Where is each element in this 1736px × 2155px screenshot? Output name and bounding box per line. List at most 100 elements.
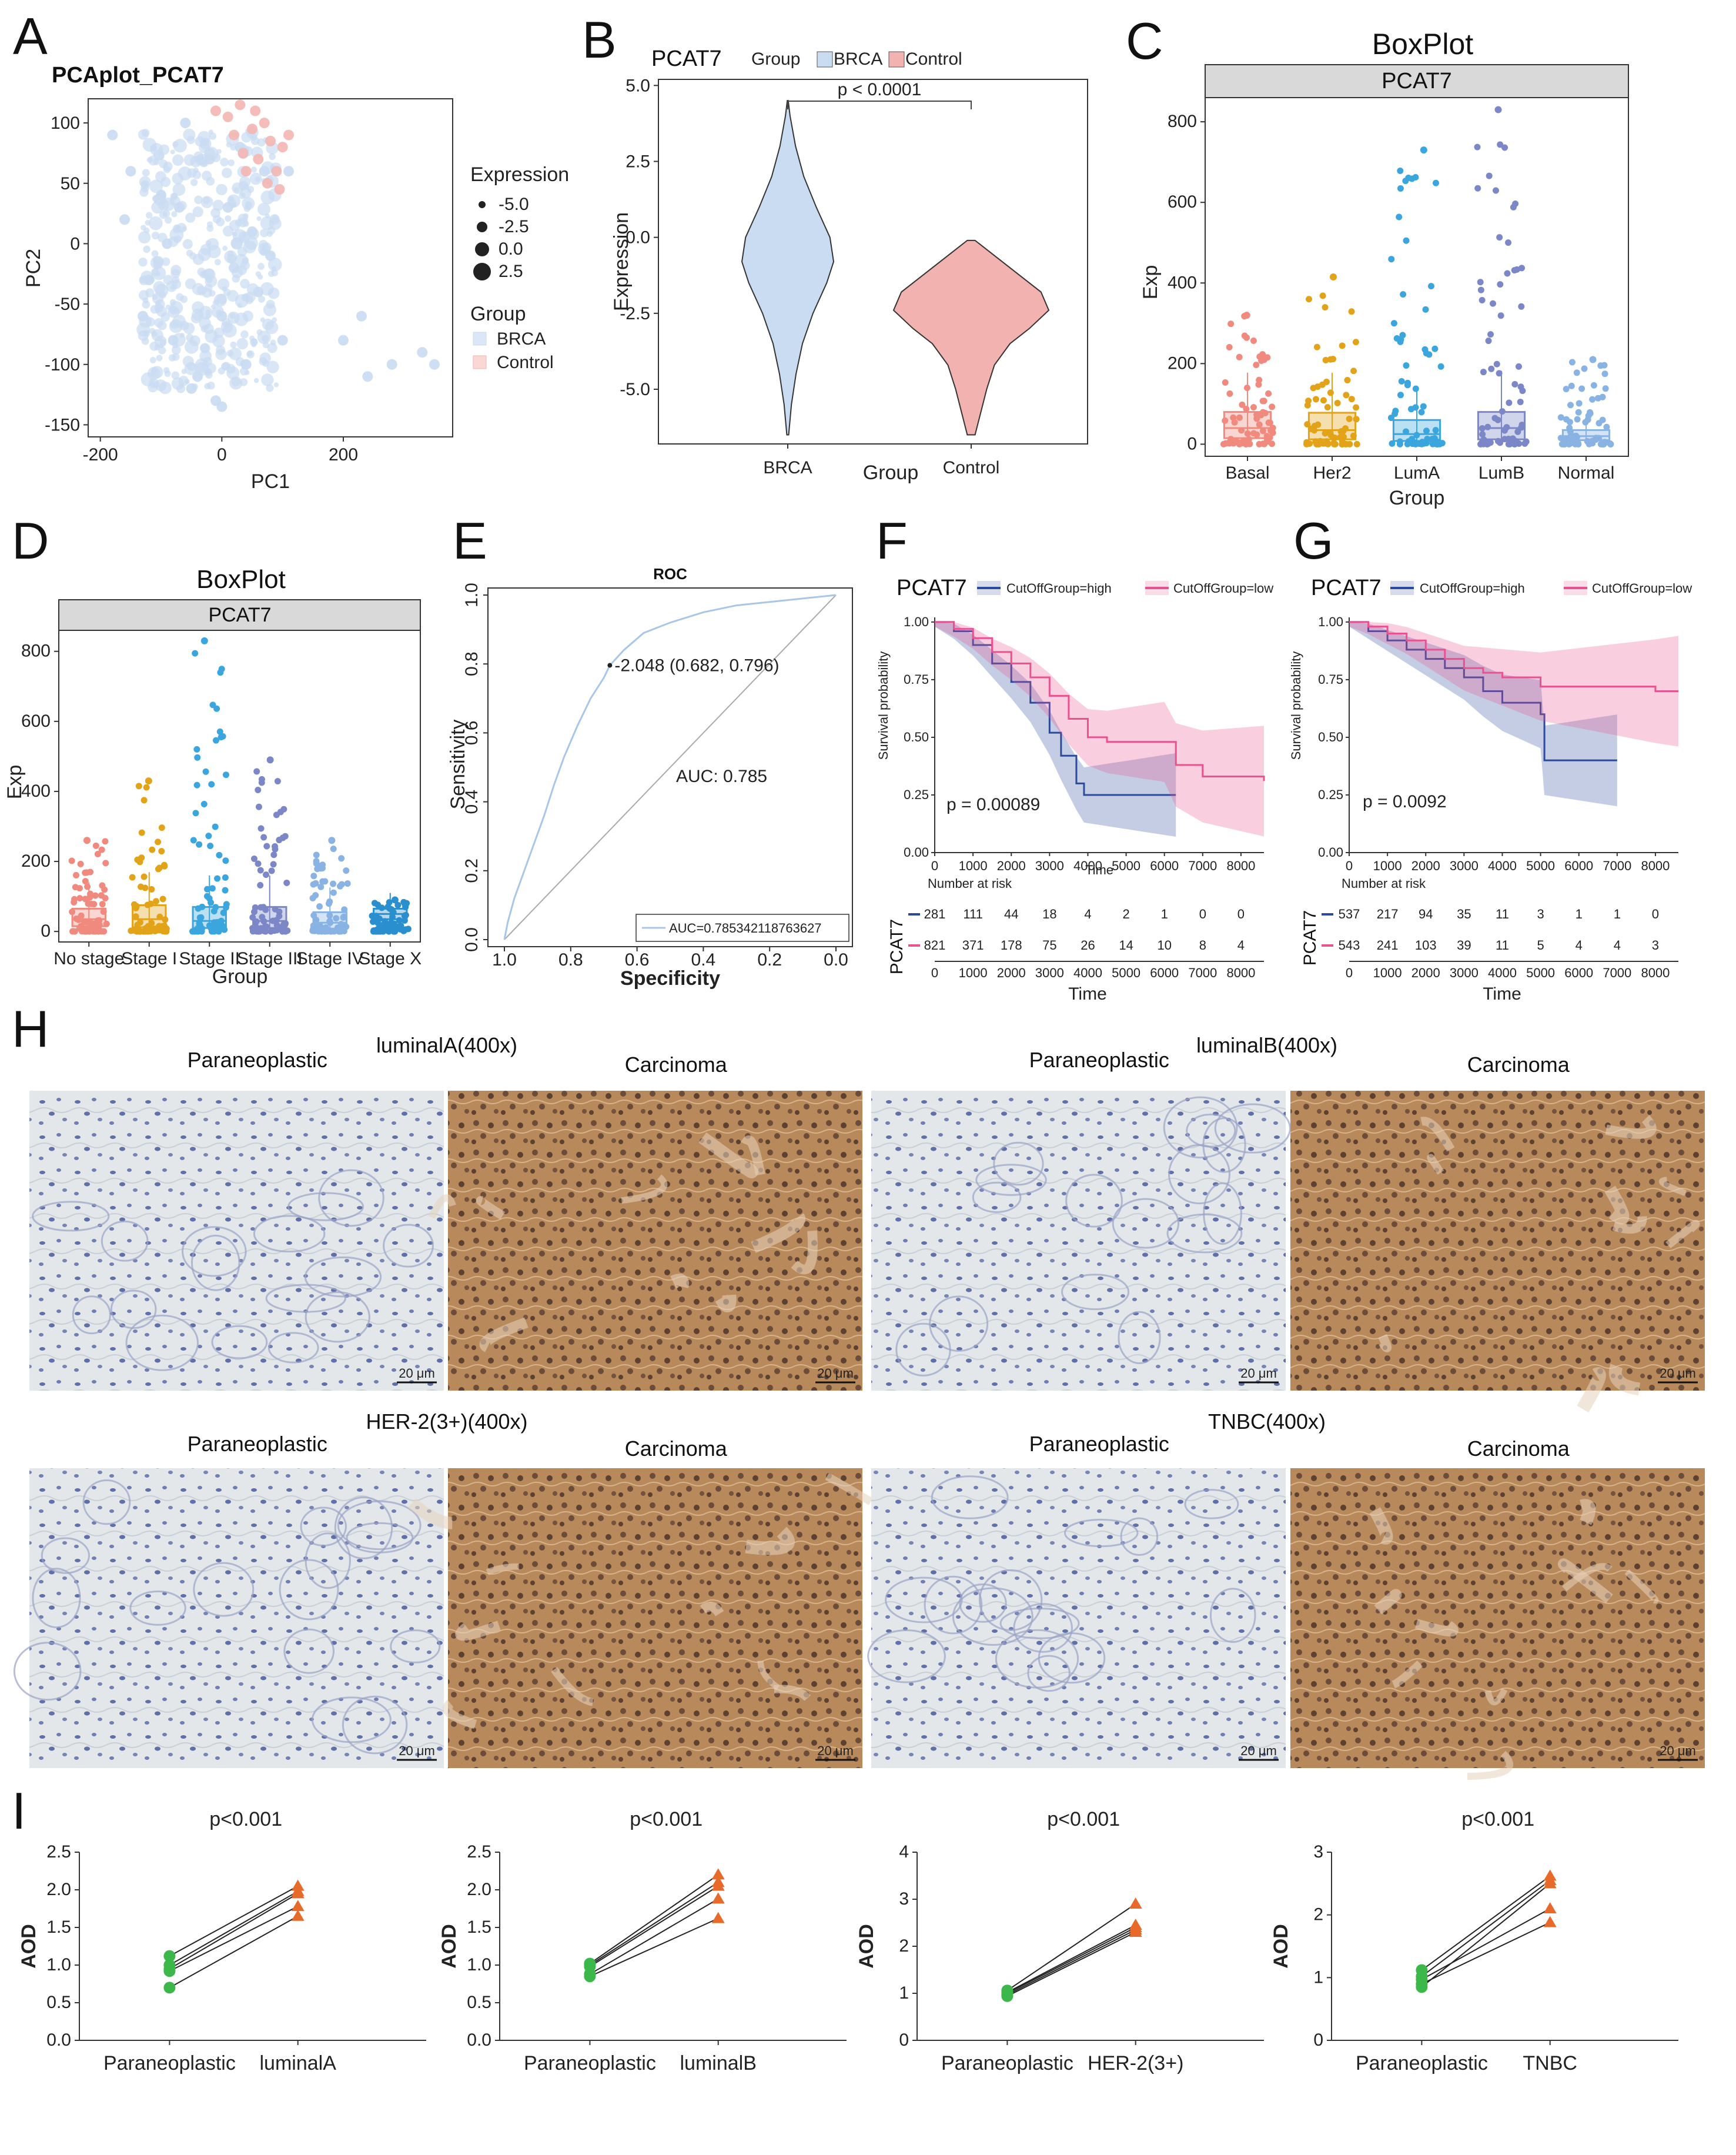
- panel-c-point: [1227, 320, 1235, 328]
- panel-c-x-label: Group: [1389, 487, 1445, 509]
- panel-c-point: [1324, 440, 1332, 447]
- panel-g-risk-side-label: PCAT7: [1300, 910, 1320, 965]
- panel-c-point: [1474, 143, 1481, 151]
- panel-i-plot-2: p<0.001 2.5 2.0 1.5 1.0 0.5 0.0 AOD Paraneoplast…: [438, 1808, 847, 2074]
- panel-a-point: [153, 158, 160, 165]
- panel-f-risk-x-tick: 5000: [1112, 965, 1140, 980]
- panel-d-point: [330, 846, 337, 853]
- panel-a-point: [187, 168, 197, 178]
- panel-f-risk-side-label: PCAT7: [887, 919, 907, 974]
- panel-d-strip-label: PCAT7: [208, 604, 271, 626]
- panel-c-point: [1518, 303, 1525, 310]
- panel-h-group-title: luminalA(400x): [376, 1033, 517, 1057]
- panel-b-y-label: Expression: [610, 212, 633, 311]
- panel-g-x-tick: 6000: [1564, 858, 1593, 873]
- panel-f-pvalue: p = 0.00089: [946, 795, 1040, 814]
- panel-letter-f: F: [876, 512, 908, 570]
- panel-f-legend-low: CutOffGroup=low: [1173, 581, 1273, 596]
- panel-c-point: [1570, 439, 1577, 446]
- panel-d-point: [101, 928, 108, 935]
- panel-a-legend-size-title: Expression: [470, 163, 569, 186]
- panel-e-x-label: Specificity: [620, 967, 720, 990]
- panel-i-y-tick: 2.0: [46, 1880, 71, 1899]
- panel-c-strip-label: PCAT7: [1382, 69, 1452, 93]
- panel-c-point: [1575, 409, 1582, 416]
- panel-d-point: [141, 797, 148, 804]
- panel-d-point: [327, 928, 335, 935]
- panel-i-y-tick: 0.5: [467, 1993, 491, 2012]
- panel-a-point: [148, 216, 163, 230]
- panel-a-point: [266, 230, 273, 238]
- panel-a-point: [259, 352, 271, 364]
- panel-d-point: [92, 892, 99, 899]
- panel-a-point: [162, 197, 175, 211]
- panel-c-point: [1312, 396, 1319, 403]
- panel-g-risk-cell: 4: [1576, 938, 1583, 953]
- panel-a-y-tick: -100: [45, 355, 80, 375]
- panel-d-point: [337, 928, 344, 935]
- panel-e-roc-curve: [503, 594, 837, 940]
- panel-d-point: [312, 892, 319, 899]
- panel-c-point: [1398, 377, 1405, 385]
- panel-a-point: [155, 271, 161, 276]
- panel-i-pair-line: [589, 1882, 719, 1966]
- panel-a-x-label: PC1: [251, 470, 290, 493]
- panel-d-point: [145, 927, 152, 934]
- panel-a-point: [107, 129, 118, 141]
- panel-c-point: [1348, 396, 1355, 403]
- panel-c-point: [1409, 440, 1416, 447]
- panel-a-point: [210, 208, 220, 218]
- panel-c-point: [1256, 421, 1263, 428]
- panel-h-scale-bar-label: 20 μm: [817, 1743, 854, 1758]
- panel-g-risk-cell: 94: [1419, 907, 1433, 921]
- panel-a-y-tick: 50: [61, 174, 80, 193]
- panel-f-legend-high: CutOffGroup=high: [1006, 581, 1112, 596]
- panel-a-points: [107, 99, 440, 412]
- panel-letter-b: B: [582, 11, 617, 69]
- panel-c-y-ticks: 800 600 400 200 0: [1168, 112, 1205, 453]
- panel-a-point: [257, 274, 263, 280]
- panel-a-point: [216, 345, 226, 355]
- panel-d-point: [212, 823, 219, 830]
- panel-f-risk-cell: 75: [1042, 938, 1056, 953]
- panel-d-point: [330, 889, 337, 896]
- panel-g-risk-cell: 5: [1537, 938, 1544, 953]
- panel-a-point: [171, 211, 178, 218]
- panel-c-point: [1306, 296, 1313, 303]
- panel-c-point: [1431, 345, 1439, 352]
- panel-f-risk-x-tick: 8000: [1226, 965, 1255, 980]
- panel-c-point: [1492, 187, 1499, 194]
- panel-a-point: [161, 257, 170, 266]
- panel-a-point: [250, 105, 261, 116]
- panel-c-point: [1486, 172, 1493, 179]
- panel-i-x-tick: TNBC: [1523, 2052, 1577, 2074]
- panel-c-point: [1487, 439, 1494, 446]
- panel-f-risk-cell: 44: [1004, 907, 1018, 921]
- panel-c-point: [1422, 306, 1429, 313]
- panel-g-risk-x-tick: 4000: [1488, 965, 1517, 980]
- panel-a-point: [236, 338, 248, 350]
- panel-i-tumor-point: [291, 1887, 305, 1899]
- panel-a-point: [214, 259, 221, 266]
- panel-a-point: [158, 346, 166, 355]
- panel-g-curve-1: [1349, 621, 1678, 692]
- panel-a-point: [271, 266, 277, 272]
- panel-h-carcinoma-image: [1290, 1091, 1705, 1413]
- panel-i-tumor-point: [1543, 1877, 1557, 1889]
- panel-d-point: [258, 779, 265, 786]
- panel-a-point: [186, 383, 197, 394]
- panel-c-point: [1220, 440, 1227, 447]
- panel-b-significance-bracket: [787, 101, 972, 109]
- panel-i-x-tick: Paraneoplastic: [1356, 2052, 1488, 2074]
- panel-f-risk-cell: 10: [1157, 938, 1171, 953]
- panel-g-risk-title: Number at risk: [1342, 876, 1426, 891]
- panel-a-point: [185, 333, 194, 342]
- panel-c-point: [1407, 406, 1414, 413]
- panel-d-point: [318, 928, 325, 935]
- panel-d-point: [207, 843, 214, 850]
- panel-a-legend-key-brca: [473, 332, 487, 346]
- panel-c-point: [1343, 392, 1350, 399]
- panel-d-point: [68, 857, 75, 864]
- panel-a-point: [240, 330, 249, 339]
